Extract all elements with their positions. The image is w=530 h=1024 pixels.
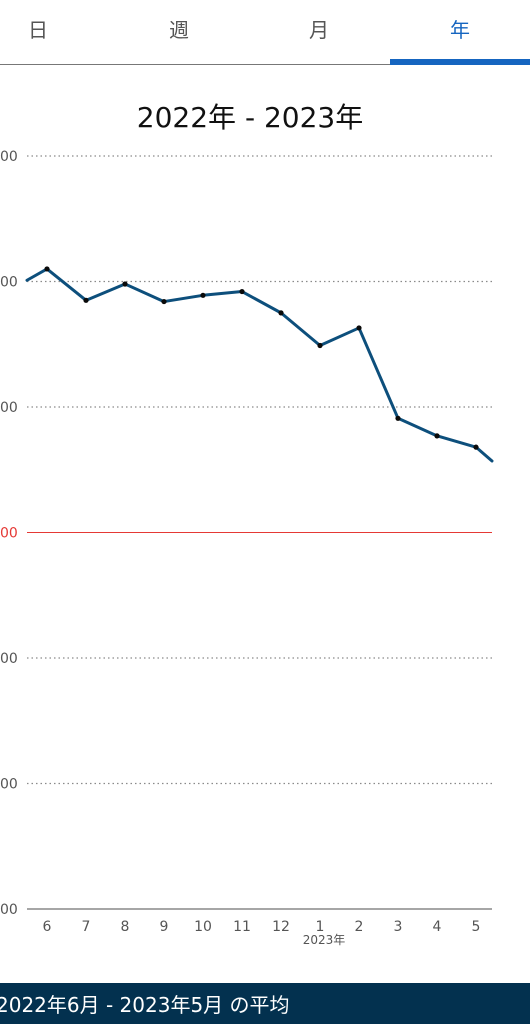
tab-bar-divider [0, 64, 530, 65]
active-tab-indicator [390, 59, 530, 65]
tab-year[interactable]: 年 [390, 0, 530, 66]
x-tick-label: 8 [121, 919, 130, 935]
tab-day-label: 日 [28, 17, 48, 42]
data-point [83, 297, 89, 303]
x-tick-label: 9 [160, 919, 169, 935]
x-tick-label: 12 [272, 919, 290, 935]
data-point [434, 433, 440, 439]
data-point [44, 266, 50, 272]
x-tick-label: 2 [355, 919, 364, 935]
data-point [473, 444, 479, 450]
x-tick-label: 3 [394, 919, 403, 935]
data-point [317, 342, 323, 349]
tab-month-label: 月 [309, 17, 329, 42]
y-tick-label: 00 [0, 777, 18, 793]
x-tick-label: 10 [194, 919, 212, 935]
data-point [122, 281, 128, 287]
x-tick-label: 6 [43, 919, 52, 935]
tab-month[interactable]: 月 [249, 0, 389, 66]
y-tick-label: 00 [0, 400, 18, 416]
series-line [25, 267, 494, 463]
x-tick-label: 4 [433, 919, 442, 935]
average-period-label: 2022年6月 - 2023年5月 の平均 [0, 993, 290, 1017]
x-tick-label: 11 [233, 919, 251, 935]
x-year-label: 2023年 [303, 933, 346, 947]
tab-week[interactable]: 週 [109, 0, 249, 66]
y-tick-label: 00 [0, 651, 18, 667]
data-point [200, 292, 206, 298]
data-point [278, 310, 284, 316]
x-tick-label: 7 [82, 919, 91, 935]
tab-year-label: 年 [450, 17, 470, 42]
data-point [356, 325, 362, 331]
y-tick-label: 00 [0, 526, 18, 542]
data-point [161, 298, 167, 305]
y-tick-label: 00 [0, 149, 18, 165]
data-point [239, 288, 245, 295]
average-period-bar: 2022年6月 - 2023年5月 の平均 [0, 983, 530, 1024]
chart-title: 2022年 - 2023年 [136, 101, 364, 134]
x-tick-label: 5 [472, 919, 481, 935]
tab-day[interactable]: 日 [0, 0, 108, 66]
period-tabs: 日 週 月 年 [0, 0, 530, 66]
tab-week-label: 週 [169, 17, 189, 42]
y-tick-label: 00 [0, 902, 18, 918]
data-point [395, 415, 401, 421]
x-tick-label: 1 [316, 919, 325, 935]
y-tick-label: 00 [0, 275, 18, 291]
